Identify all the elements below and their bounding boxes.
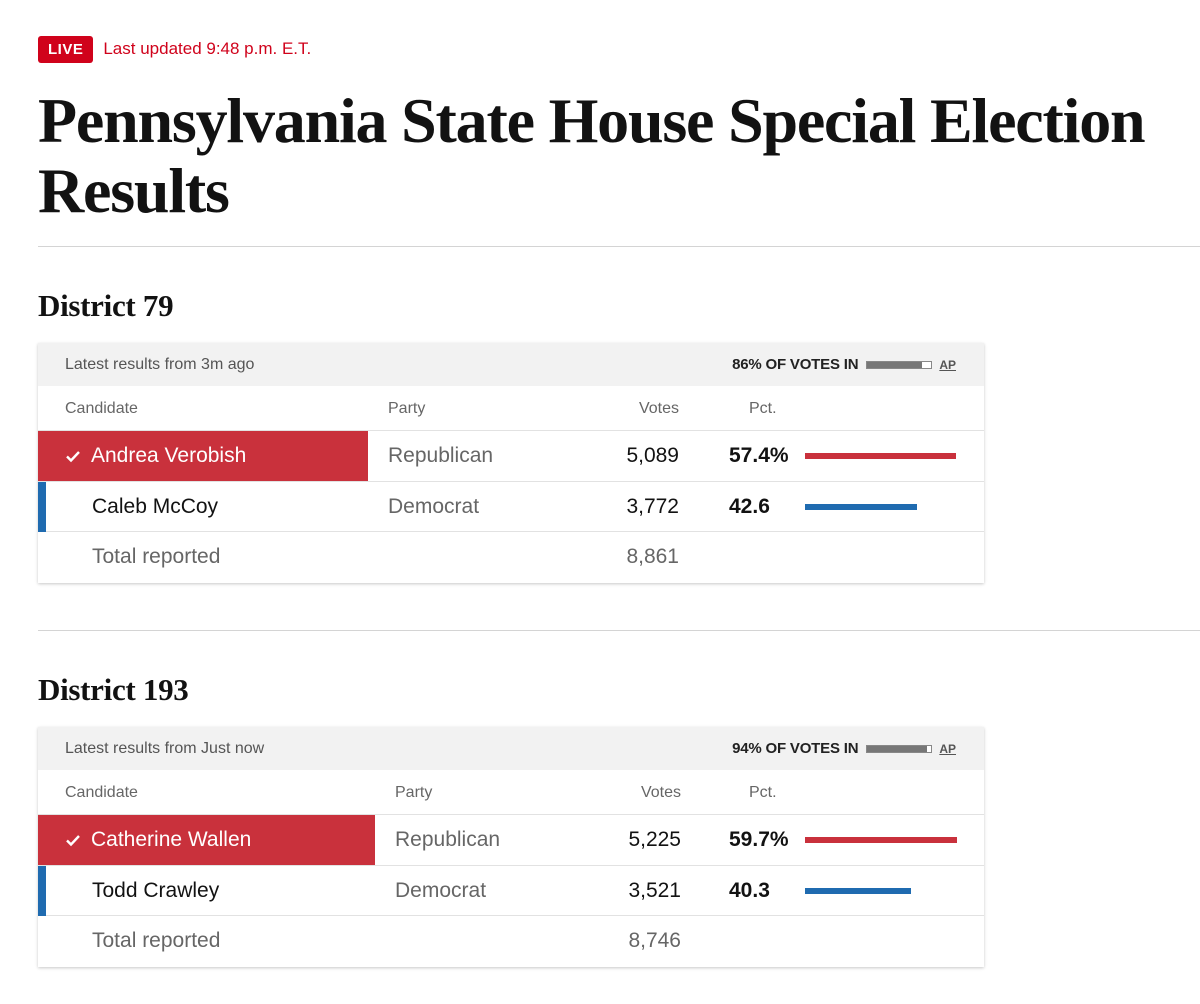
ap-source-link[interactable]: AP bbox=[939, 357, 956, 372]
live-status: LIVE Last updated 9:48 p.m. E.T. bbox=[38, 35, 311, 63]
candidate-name: Todd Crawley bbox=[92, 878, 220, 902]
column-headers: Candidate Party Votes Pct. bbox=[38, 770, 984, 815]
candidate-pct: 42.6 bbox=[729, 494, 770, 518]
col-party: Party bbox=[395, 784, 433, 801]
votes-in-label: 94% OF VOTES IN bbox=[732, 740, 859, 757]
live-badge: LIVE bbox=[38, 35, 94, 63]
candidate-row: Todd Crawley Democrat 3,521 40.3 bbox=[38, 865, 984, 916]
divider bbox=[38, 246, 1200, 247]
reporting-progress-bar bbox=[866, 360, 933, 369]
column-headers: Candidate Party Votes Pct. bbox=[38, 386, 984, 431]
checkmark-icon bbox=[66, 835, 80, 847]
votes-in-label: 86% OF VOTES IN bbox=[732, 356, 859, 373]
checkmark-icon bbox=[66, 451, 80, 463]
candidate-party: Democrat bbox=[388, 494, 480, 518]
candidate-row-winner: Catherine Wallen Republican 5,225 59.7% bbox=[38, 815, 984, 866]
candidate-votes: 3,521 bbox=[628, 878, 681, 902]
winner-highlight bbox=[38, 815, 375, 865]
total-row: Total reported 8,746 bbox=[38, 916, 984, 967]
col-votes: Votes bbox=[638, 400, 679, 417]
card-header: Latest results from 3m ago 86% OF VOTES … bbox=[38, 343, 984, 386]
candidate-votes: 3,772 bbox=[626, 494, 679, 518]
candidate-name: Catherine Wallen bbox=[65, 815, 251, 865]
reporting-progress-fill bbox=[867, 745, 928, 752]
results-table-district-79: Latest results from 3m ago 86% OF VOTES … bbox=[38, 343, 984, 583]
total-row: Total reported 8,861 bbox=[38, 532, 984, 583]
total-votes: 8,861 bbox=[626, 545, 679, 568]
col-candidate: Candidate bbox=[65, 400, 138, 417]
candidate-party: Democrat bbox=[395, 878, 487, 902]
results-table-district-193: Latest results from Just now 94% OF VOTE… bbox=[38, 727, 984, 967]
page-title: Pennsylvania State House Special Electio… bbox=[38, 85, 1146, 226]
pct-bar-democrat bbox=[805, 887, 912, 894]
democrat-party-strip bbox=[38, 481, 46, 532]
pct-bar-republican bbox=[805, 453, 956, 459]
col-candidate: Candidate bbox=[65, 784, 138, 801]
col-party: Party bbox=[388, 400, 426, 417]
reporting-status: 94% OF VOTES IN AP bbox=[732, 727, 956, 770]
candidate-name: Andrea Verobish bbox=[65, 431, 246, 481]
pct-bar-republican bbox=[805, 837, 957, 843]
reporting-progress-fill bbox=[867, 361, 923, 368]
reporting-status: 86% OF VOTES IN AP bbox=[732, 343, 956, 386]
candidate-party: Republican bbox=[388, 444, 494, 467]
district-title: District 193 bbox=[38, 672, 189, 707]
candidate-row-winner: Andrea Verobish Republican 5,089 57.4% bbox=[38, 431, 984, 482]
democrat-party-strip bbox=[38, 865, 46, 916]
last-updated: Last updated 9:48 p.m. E.T. bbox=[103, 39, 312, 58]
candidate-row: Caleb McCoy Democrat 3,772 42.6 bbox=[38, 481, 984, 532]
col-pct: Pct. bbox=[749, 784, 777, 801]
total-label: Total reported bbox=[92, 545, 221, 568]
winner-highlight bbox=[38, 431, 368, 481]
card-header: Latest results from Just now 94% OF VOTE… bbox=[38, 727, 984, 770]
candidate-votes: 5,225 bbox=[628, 828, 681, 851]
pct-bar-democrat bbox=[805, 503, 918, 510]
ap-source-link[interactable]: AP bbox=[939, 741, 956, 756]
total-label: Total reported bbox=[92, 929, 221, 952]
col-pct: Pct. bbox=[749, 400, 777, 417]
candidate-pct: 59.7% bbox=[729, 828, 789, 851]
candidate-votes: 5,089 bbox=[626, 444, 679, 467]
candidate-pct: 40.3 bbox=[729, 878, 770, 902]
candidate-pct: 57.4% bbox=[729, 444, 789, 467]
col-votes: Votes bbox=[640, 784, 681, 801]
divider bbox=[38, 630, 1200, 631]
latest-results-text: Latest results from Just now bbox=[65, 740, 265, 757]
candidate-party: Republican bbox=[395, 828, 501, 851]
total-votes: 8,746 bbox=[628, 929, 681, 952]
district-title: District 79 bbox=[38, 288, 174, 323]
reporting-progress-bar bbox=[866, 744, 933, 753]
candidate-name: Caleb McCoy bbox=[92, 494, 219, 518]
latest-results-text: Latest results from 3m ago bbox=[65, 356, 255, 373]
